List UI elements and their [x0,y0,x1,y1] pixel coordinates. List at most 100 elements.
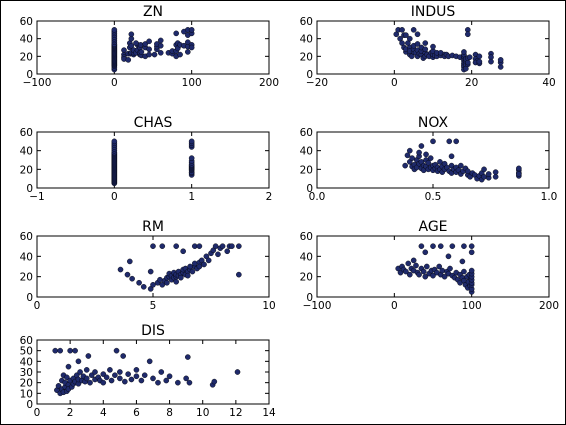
y-tick-label: 0 [26,69,33,81]
data-point [427,155,434,161]
data-point [219,243,226,249]
data-point [488,58,494,65]
data-point [215,251,221,258]
data-point [229,243,235,249]
y-tick-label: 60 [20,335,33,347]
data-point [423,151,429,158]
x-tick-label: 6 [133,407,140,419]
data-point [83,367,90,373]
data-point [188,27,195,33]
data-point [191,243,198,249]
data-point [468,249,475,256]
y-tick-label: 40 [20,356,33,368]
data-point [441,273,448,280]
data-point [191,260,198,267]
data-point [422,46,429,53]
data-point [180,248,186,255]
y-tick-label: 10 [20,388,33,400]
data-point [447,265,453,272]
data-point [128,376,135,383]
data-point [211,378,218,385]
data-point [129,275,135,282]
y-tick-label: 40 [300,146,313,158]
data-point [430,138,436,145]
data-point [133,373,140,380]
data-point [146,51,152,58]
data-point [184,39,191,46]
x-tick-label: 14 [262,407,276,419]
data-point [420,268,427,275]
data-point [158,369,165,375]
data-point [137,42,144,48]
data-point [128,31,135,38]
y-tick-label: 30 [20,367,33,379]
data-point [196,263,203,270]
data-point [422,273,429,280]
data-point [212,243,219,249]
data-point [164,279,170,286]
y-tick-label: 40 [20,251,33,263]
y-tick-label: 60 [300,231,313,243]
x-tick-label: 100 [462,300,482,312]
data-point [103,374,110,381]
y-tick-label: 20 [300,272,313,284]
data-point [399,27,405,33]
data-point [151,51,158,58]
subplot-title-chas: CHAS [134,115,173,131]
x-tick-label: 1.0 [541,191,558,203]
data-point [516,171,522,177]
data-point [57,347,64,354]
data-point [458,162,464,169]
x-tick-label: 0.5 [425,191,442,203]
data-point [461,268,467,275]
plot-frame-zn [36,20,270,75]
data-point [449,243,456,249]
data-point [111,138,118,145]
x-tick-label: 0 [111,191,118,203]
x-tick-label: 0 [34,300,41,312]
data-point [173,243,179,249]
x-tick-label: 10 [262,300,275,312]
data-point [416,149,422,156]
data-point [128,42,135,49]
data-point [466,54,473,61]
data-point [157,276,163,283]
data-point [146,38,152,45]
data-point [173,30,179,37]
subplot-title-dis: DIS [141,323,165,339]
data-point [422,40,429,46]
data-point [163,377,170,384]
data-point [410,27,417,33]
subplot-rm: RM 0 5 10 0 20 40 60 [20,219,276,312]
y-tick-label: 60 [300,127,313,139]
data-point [117,266,124,273]
y-tick-label: 20 [300,164,313,176]
y-tick-label: 0 [306,292,313,304]
plot-frame-chas [36,131,270,189]
x-tick-label: 0 [391,300,398,312]
data-point [125,57,132,63]
y-tick-label: 40 [20,34,33,46]
y-tick-label: 60 [300,16,313,28]
data-point [155,379,161,386]
data-point [122,378,128,385]
x-tick-label: 8 [166,407,173,419]
data-point [406,271,413,278]
data-point [75,358,82,365]
data-point [136,279,142,286]
data-point [140,284,147,290]
data-point [178,274,184,281]
data-point [481,166,487,173]
data-point [142,41,149,47]
data-point [430,43,436,50]
data-point [157,50,164,56]
data-point [177,51,183,58]
data-point [112,372,118,379]
x-tick-label: 4 [100,407,107,419]
data-point [87,379,93,386]
data-point [453,138,460,145]
x-tick-label: 2 [67,407,74,419]
x-tick-label: −100 [23,77,52,89]
